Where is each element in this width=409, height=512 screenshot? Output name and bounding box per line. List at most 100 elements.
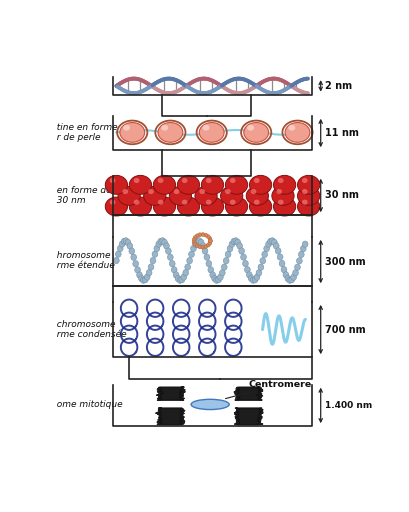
Ellipse shape xyxy=(284,122,309,142)
Ellipse shape xyxy=(284,275,290,282)
Ellipse shape xyxy=(208,239,212,243)
Ellipse shape xyxy=(113,258,119,264)
Ellipse shape xyxy=(253,200,259,205)
Ellipse shape xyxy=(271,239,276,246)
Ellipse shape xyxy=(205,261,211,267)
Text: 700 nm: 700 nm xyxy=(325,325,365,334)
Ellipse shape xyxy=(179,276,184,283)
Ellipse shape xyxy=(227,245,232,252)
Ellipse shape xyxy=(273,243,279,249)
Ellipse shape xyxy=(180,274,186,280)
Ellipse shape xyxy=(133,178,139,183)
Ellipse shape xyxy=(129,197,151,216)
Ellipse shape xyxy=(243,122,268,142)
Ellipse shape xyxy=(153,176,175,194)
Ellipse shape xyxy=(192,238,196,242)
Ellipse shape xyxy=(143,186,166,205)
Ellipse shape xyxy=(217,274,223,280)
Ellipse shape xyxy=(198,239,204,246)
Ellipse shape xyxy=(221,264,227,270)
Ellipse shape xyxy=(177,176,199,194)
Ellipse shape xyxy=(254,274,259,280)
Ellipse shape xyxy=(142,276,148,283)
Ellipse shape xyxy=(121,238,127,245)
Ellipse shape xyxy=(301,200,307,205)
Ellipse shape xyxy=(267,238,273,245)
Ellipse shape xyxy=(204,254,209,260)
Ellipse shape xyxy=(181,200,187,205)
Ellipse shape xyxy=(196,238,202,244)
Ellipse shape xyxy=(253,178,259,183)
Ellipse shape xyxy=(225,197,247,216)
Ellipse shape xyxy=(290,274,296,281)
Ellipse shape xyxy=(105,197,127,216)
Ellipse shape xyxy=(202,248,207,254)
Ellipse shape xyxy=(194,186,217,205)
Ellipse shape xyxy=(160,238,165,244)
Ellipse shape xyxy=(122,189,128,194)
Ellipse shape xyxy=(163,243,169,249)
Ellipse shape xyxy=(273,176,295,194)
Ellipse shape xyxy=(192,240,196,244)
Ellipse shape xyxy=(195,244,199,248)
Ellipse shape xyxy=(144,274,150,280)
Ellipse shape xyxy=(161,239,167,246)
Ellipse shape xyxy=(105,176,127,194)
Text: en forme de
  30 nm: en forme de 30 nm xyxy=(51,186,112,205)
Ellipse shape xyxy=(230,238,236,245)
Ellipse shape xyxy=(276,189,281,194)
Ellipse shape xyxy=(246,272,252,278)
Text: tine en forme
  r de perle: tine en forme r de perle xyxy=(51,123,118,142)
Ellipse shape xyxy=(165,248,171,254)
Ellipse shape xyxy=(294,264,299,270)
Ellipse shape xyxy=(181,178,187,183)
Ellipse shape xyxy=(184,264,190,270)
Ellipse shape xyxy=(229,200,235,205)
Ellipse shape xyxy=(195,234,199,238)
Ellipse shape xyxy=(277,178,283,183)
Ellipse shape xyxy=(150,258,155,264)
Ellipse shape xyxy=(125,239,130,246)
Ellipse shape xyxy=(300,246,306,252)
Ellipse shape xyxy=(123,238,128,244)
Ellipse shape xyxy=(119,241,125,247)
Ellipse shape xyxy=(198,233,201,237)
Ellipse shape xyxy=(138,275,144,282)
Ellipse shape xyxy=(157,200,163,205)
Ellipse shape xyxy=(288,125,294,131)
Ellipse shape xyxy=(252,276,257,283)
Ellipse shape xyxy=(234,239,240,246)
Ellipse shape xyxy=(193,242,197,246)
Ellipse shape xyxy=(220,186,242,205)
Ellipse shape xyxy=(225,176,247,194)
Ellipse shape xyxy=(169,261,175,267)
Ellipse shape xyxy=(191,399,229,410)
Ellipse shape xyxy=(201,197,223,216)
Ellipse shape xyxy=(261,251,267,258)
Ellipse shape xyxy=(257,264,263,270)
Ellipse shape xyxy=(229,241,234,247)
Ellipse shape xyxy=(203,233,207,237)
Ellipse shape xyxy=(199,122,224,142)
Text: 11 nm: 11 nm xyxy=(325,128,358,138)
Ellipse shape xyxy=(155,241,161,247)
Ellipse shape xyxy=(173,272,178,278)
Ellipse shape xyxy=(225,251,230,258)
Ellipse shape xyxy=(207,267,213,273)
Ellipse shape xyxy=(238,248,244,254)
Ellipse shape xyxy=(297,186,319,205)
Ellipse shape xyxy=(279,260,284,267)
Ellipse shape xyxy=(119,122,144,142)
Ellipse shape xyxy=(190,245,196,252)
Ellipse shape xyxy=(110,200,115,205)
Ellipse shape xyxy=(146,269,152,276)
Ellipse shape xyxy=(292,270,298,276)
Ellipse shape xyxy=(209,272,215,278)
Ellipse shape xyxy=(123,125,130,131)
Ellipse shape xyxy=(169,186,191,205)
Ellipse shape xyxy=(167,254,173,260)
Ellipse shape xyxy=(203,245,207,248)
Text: 300 nm: 300 nm xyxy=(325,257,365,267)
Ellipse shape xyxy=(194,238,200,245)
Text: ome mitotique: ome mitotique xyxy=(51,400,123,409)
